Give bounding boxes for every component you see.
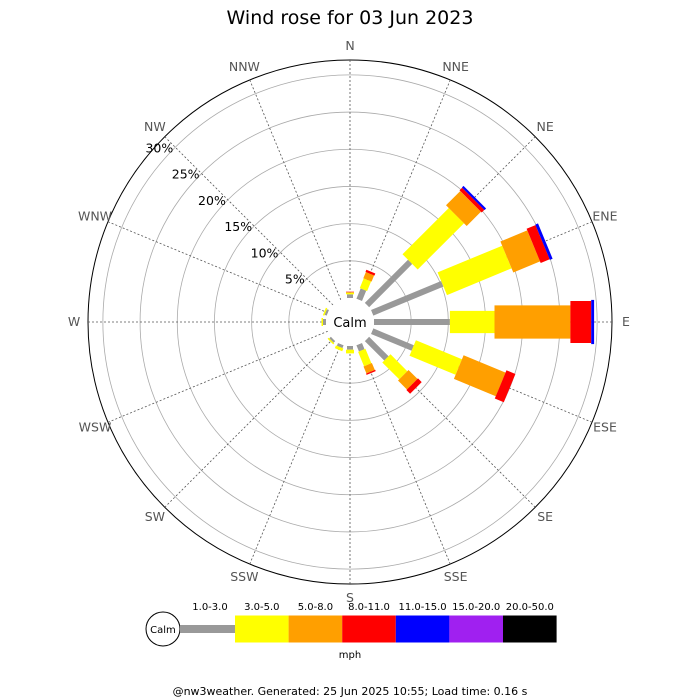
- legend-calm-label: Calm: [150, 625, 176, 636]
- bar-ne-5.0-8.0: [446, 191, 481, 226]
- legend-swatch-20.0-50.0: [503, 615, 557, 643]
- bar-sse-1.0-3.0: [356, 343, 365, 352]
- direction-label-s: S: [346, 590, 354, 605]
- bar-sw-1.0-3.0: [329, 336, 336, 343]
- direction-label-nw: NW: [144, 119, 166, 134]
- calm-circle: [326, 298, 374, 346]
- bar-nne-8.0-11.0: [365, 269, 376, 276]
- legend-swatch-15.0-20.0: [449, 615, 503, 643]
- direction-label-w: W: [68, 314, 80, 329]
- bar-w-1.0-3.0: [323, 319, 326, 325]
- bar-ese-8.0-11.0: [494, 370, 516, 403]
- legend-swatch-11.0-15.0: [395, 615, 450, 643]
- ring-label-5: 5%: [285, 272, 305, 287]
- bar-se-1.0-3.0: [364, 336, 389, 361]
- bar-se-3.0-5.0: [382, 354, 408, 380]
- legend: Calm 1.0-3.0 3.0-5.0 5.0-8.0 8.0-11.0 11.0-15…: [145, 602, 557, 661]
- bar-w-3.0-5.0: [321, 318, 323, 326]
- legend-swatch-5.0-8.0: [288, 615, 343, 643]
- bar-ne-1.0-3.0: [364, 259, 413, 308]
- bar-n-3.0-5.0: [346, 292, 354, 295]
- bar-e-8.0-11.0: [570, 301, 592, 343]
- legend-units: mph: [339, 650, 361, 661]
- direction-label-ese: ESE: [593, 420, 617, 435]
- bar-s-3.0-5.0: [346, 349, 354, 354]
- direction-label-e: E: [622, 314, 630, 329]
- bar-ene-1.0-3.0: [371, 281, 444, 316]
- range-ring: [102, 74, 598, 570]
- direction-label-ssw: SSW: [230, 569, 258, 584]
- bar-ene-11.0-15.0: [535, 223, 553, 260]
- direction-label-wsw: WSW: [79, 420, 112, 435]
- ring-label-10: 10%: [251, 245, 279, 260]
- bar-ssw-1.0-3.0: [336, 343, 344, 349]
- bar-ene-5.0-8.0: [500, 230, 541, 273]
- bar-sse-3.0-5.0: [358, 348, 372, 367]
- direction-label-nnw: NNW: [229, 59, 260, 74]
- legend-swatch-3.0-5.0: [235, 615, 289, 643]
- bar-sse-8.0-11.0: [366, 369, 376, 375]
- footer-text: @nw3weather. Generated: 25 Jun 2025 10:5…: [173, 685, 528, 698]
- legend-label-11.0-15.0: 11.0-15.0: [399, 602, 447, 613]
- bar-ene-3.0-5.0: [437, 245, 512, 296]
- direction-label-wnw: WNW: [78, 208, 112, 223]
- bar-e-11.0-15.0: [591, 299, 595, 345]
- bar-e-1.0-3.0: [374, 319, 450, 325]
- legend-swatch-1.0-3.0: [180, 625, 235, 633]
- bar-se-8.0-11.0: [406, 378, 422, 394]
- chart-title: Wind rose for 03 Jun 2023: [227, 7, 474, 29]
- bar-nne-5.0-8.0: [363, 272, 375, 282]
- bar-ese-1.0-3.0: [371, 328, 414, 351]
- bar-ssw-3.0-5.0: [334, 345, 344, 352]
- bar-n-1.0-3.0: [347, 294, 353, 298]
- bar-n-5.0-8.0: [346, 292, 354, 293]
- bar-se-5.0-8.0: [398, 370, 418, 390]
- ring-label-20: 20%: [198, 193, 226, 208]
- calm-center: Calm: [326, 298, 374, 346]
- legend-swatch-8.0-11.0: [342, 615, 396, 643]
- ring-label-25: 25%: [172, 167, 200, 182]
- direction-label-ne: NE: [537, 119, 554, 134]
- bar-sw-3.0-5.0: [327, 337, 335, 345]
- bar-s-1.0-3.0: [347, 346, 353, 350]
- direction-label-sse: SSE: [444, 569, 468, 584]
- direction-label-n: N: [345, 38, 354, 53]
- bar-e-3.0-5.0: [449, 310, 495, 334]
- direction-labels: N NNE NE ENE E ESE SE SSE S SSW SW WSW W WNW NW NNW: [68, 38, 630, 605]
- legend-label-15.0-20.0: 15.0-20.0: [452, 602, 500, 613]
- legend-label-8.0-11.0: 8.0-11.0: [348, 602, 390, 613]
- bar-wnw-1.0-3.0: [324, 309, 329, 316]
- direction-label-nne: NNE: [442, 59, 469, 74]
- calm-label: Calm: [333, 316, 366, 331]
- bar-e-5.0-8.0: [494, 305, 571, 339]
- bar-ne-11.0-15.0: [461, 185, 487, 211]
- ring-label-30: 30%: [145, 140, 173, 155]
- ring-label-15: 15%: [224, 219, 252, 234]
- legend-label-1.0-3.0: 1.0-3.0: [192, 602, 227, 613]
- direction-label-ene: ENE: [592, 208, 617, 223]
- bar-sse-5.0-8.0: [363, 363, 375, 374]
- bar-ese-5.0-8.0: [453, 355, 506, 397]
- legend-label-5.0-8.0: 5.0-8.0: [298, 602, 333, 613]
- legend-label-20.0-50.0: 20.0-50.0: [506, 602, 554, 613]
- bar-wnw-3.0-5.0: [322, 307, 328, 316]
- bar-nne-1.0-3.0: [356, 288, 367, 301]
- bar-ese-3.0-5.0: [409, 340, 462, 375]
- direction-label-se: SE: [537, 509, 553, 524]
- direction-label-sw: SW: [145, 509, 165, 524]
- wind-bars: [321, 185, 595, 403]
- bar-ene-8.0-11.0: [526, 225, 550, 263]
- bar-ne-3.0-5.0: [402, 208, 464, 270]
- bar-nne-3.0-5.0: [359, 278, 372, 292]
- bar-ne-8.0-11.0: [459, 187, 485, 213]
- ring-labels: 5% 10% 15% 20% 25% 30%: [145, 140, 304, 286]
- legend-label-3.0-5.0: 3.0-5.0: [244, 602, 279, 613]
